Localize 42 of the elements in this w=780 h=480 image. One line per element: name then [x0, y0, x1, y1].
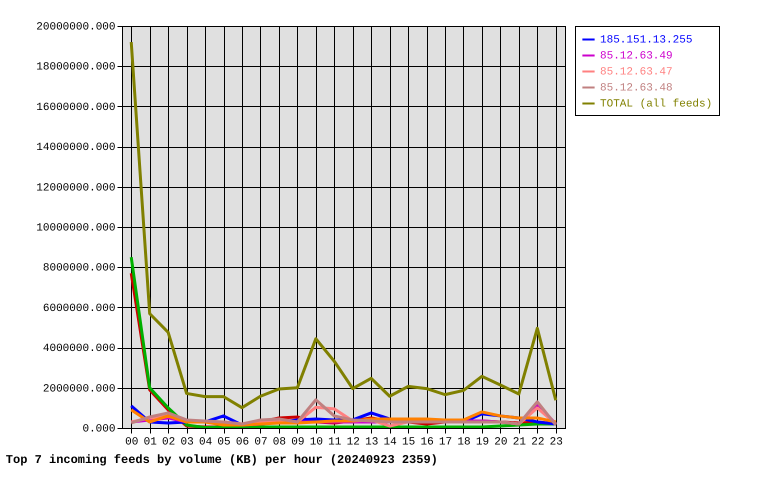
y-tick-label: 16000000.000 [36, 102, 116, 114]
legend-label: TOTAL (all feeds) [600, 98, 712, 110]
legend-label: 185.151.13.255 [600, 34, 692, 46]
x-tick-label: 10 [310, 436, 323, 448]
x-tick-label: 20 [494, 436, 508, 448]
x-tick-label: 19 [476, 436, 490, 448]
text: Top 7 incoming feeds by volume (KB) per hour (20240923 2359) [6, 453, 438, 467]
x-tick-label: 02 [162, 436, 176, 448]
x-tick-label: 11 [328, 436, 342, 448]
x-tick-label: 08 [272, 436, 286, 448]
x-tick-label: 03 [180, 436, 194, 448]
y-tick-label: 12000000.000 [36, 182, 116, 194]
y-tick-label: 14000000.000 [36, 142, 116, 154]
legend-label: 85.12.63.48 [600, 82, 673, 94]
x-tick-label: 17 [438, 436, 452, 448]
legend-label: 85.12.63.47 [600, 66, 673, 78]
x-tick-label: 18 [457, 436, 471, 448]
x-tick-label: 12 [346, 436, 360, 448]
y-tick-label: 0.000 [82, 424, 116, 436]
x-tick-label: 22 [531, 436, 544, 448]
x-tick-label: 01 [144, 436, 158, 448]
y-tick-label: 10000000.000 [36, 222, 116, 234]
x-tick-label: 00 [125, 436, 138, 448]
x-tick-label: 13 [365, 436, 378, 448]
x-tick-label: 14 [384, 436, 398, 448]
y-tick-label: 8000000.000 [42, 262, 116, 275]
y-tick-label: 6000000.000 [42, 302, 116, 315]
x-tick-label: 06 [236, 436, 250, 448]
x-tick-label: 04 [198, 436, 213, 448]
line-series [130, 40, 558, 410]
x-tick-label: 15 [402, 436, 416, 448]
y-tick-label: 4000000.000 [42, 343, 116, 356]
legend-label: 85.12.63.49 [600, 50, 673, 62]
y-tick-label: 18000000.000 [36, 62, 116, 74]
x-tick-label: 07 [254, 436, 268, 448]
y-tick-label: 20000000.000 [36, 22, 116, 34]
x-tick-label: 05 [217, 436, 231, 448]
x-tick-label: 23 [550, 436, 563, 448]
x-tick-label: 21 [512, 436, 526, 448]
x-tick-label: 16 [420, 436, 434, 448]
x-tick-label: 09 [291, 436, 304, 448]
y-tick-label: 2000000.000 [42, 383, 116, 396]
